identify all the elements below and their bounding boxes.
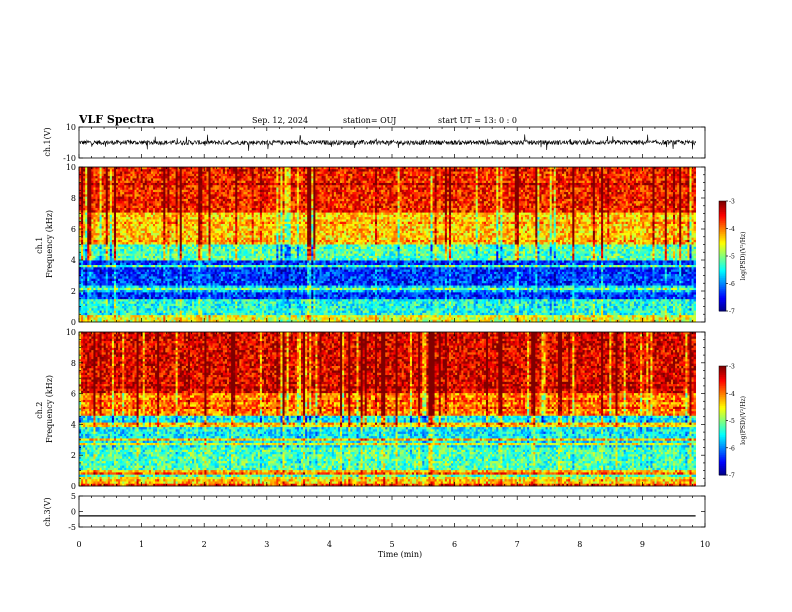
spectrogram-cell: [694, 174, 696, 177]
figure-start-time: start UT = 13: 0 : 0: [438, 116, 517, 125]
spectrogram-cell: [694, 167, 696, 170]
spectrogram-cell: [694, 188, 696, 191]
spectrogram-cell: [694, 176, 696, 179]
spectrogram-cell: [694, 181, 696, 184]
y-tick-label: -10: [63, 154, 76, 163]
figure-title: VLF Spectra: [78, 113, 154, 126]
ch1-spectrogram-cells: [79, 167, 696, 322]
ch1-waveform-ylabel: ch.1(V): [43, 127, 52, 156]
y-tick-label: 10: [66, 123, 76, 132]
ch1-waveform-panel: 10 -10 ch.1(V): [43, 123, 705, 163]
figure-station: station= OUJ: [343, 116, 396, 125]
spectrogram-cell: [694, 178, 696, 181]
spectrogram-cell: [694, 183, 696, 186]
spectrogram-cell: [694, 172, 696, 175]
spectrogram-cell: [694, 169, 696, 172]
figure-date: Sep. 12, 2024: [252, 116, 308, 125]
